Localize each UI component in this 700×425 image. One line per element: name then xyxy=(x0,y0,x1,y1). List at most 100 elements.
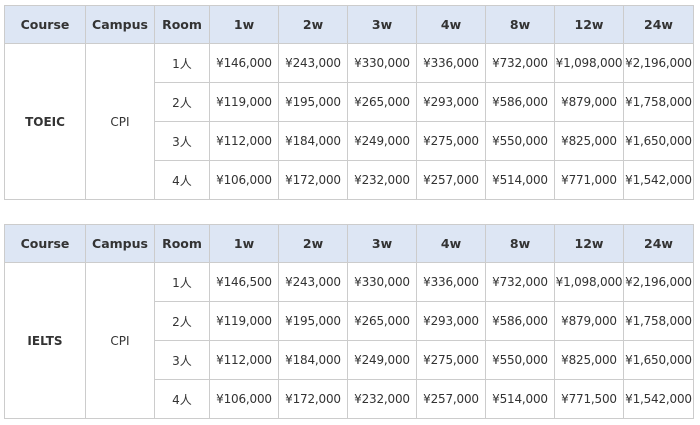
price-cell: ¥330,000 xyxy=(347,43,417,83)
table-row: 2人 ¥119,000 ¥195,000 ¥265,000 ¥293,000 ¥… xyxy=(5,301,694,341)
table-row: 3人 ¥112,000 ¥184,000 ¥249,000 ¥275,000 ¥… xyxy=(5,340,694,380)
room-type: 2人 xyxy=(154,82,210,122)
table-row: 3人 ¥112,000 ¥184,000 ¥249,000 ¥275,000 ¥… xyxy=(5,121,694,161)
header-campus: Campus xyxy=(85,5,155,44)
price-cell: ¥1,650,000 xyxy=(623,340,694,380)
header-2w: 2w xyxy=(278,224,348,263)
header-3w: 3w xyxy=(347,5,417,44)
price-cell: ¥265,000 xyxy=(347,82,417,122)
table-row: TOEIC CPI 1人 ¥146,000 ¥243,000 ¥330,000 … xyxy=(4,43,694,200)
price-cell: ¥119,000 xyxy=(209,82,279,122)
header-24w: 24w xyxy=(623,5,694,44)
table-row: 4人 ¥106,000 ¥172,000 ¥232,000 ¥257,000 ¥… xyxy=(5,379,694,419)
price-cell: ¥732,000 xyxy=(485,262,555,302)
price-cell: ¥2,196,000 xyxy=(623,43,694,83)
price-cell: ¥732,000 xyxy=(485,43,555,83)
price-table-toeic: Course Campus Room 1w 2w 3w 4w 8w 12w 24… xyxy=(4,5,694,200)
header-12w: 12w xyxy=(554,224,624,263)
header-room: Room xyxy=(154,224,210,263)
table-row: 2人 ¥119,000 ¥195,000 ¥265,000 ¥293,000 ¥… xyxy=(5,82,694,122)
price-cell: ¥550,000 xyxy=(485,340,555,380)
price-cell: ¥1,758,000 xyxy=(623,82,694,122)
price-cell: ¥586,000 xyxy=(485,82,555,122)
price-cell: ¥232,000 xyxy=(347,160,417,200)
header-course: Course xyxy=(4,5,86,44)
price-cell: ¥249,000 xyxy=(347,340,417,380)
price-cell: ¥257,000 xyxy=(416,160,486,200)
room-type: 3人 xyxy=(154,340,210,380)
price-cell: ¥825,000 xyxy=(554,340,624,380)
price-cell: ¥1,098,000 xyxy=(554,43,624,83)
price-cell: ¥293,000 xyxy=(416,301,486,341)
header-course: Course xyxy=(4,224,86,263)
header-8w: 8w xyxy=(485,5,555,44)
price-cell: ¥514,000 xyxy=(485,160,555,200)
price-cell: ¥1,542,000 xyxy=(623,160,694,200)
price-cell: ¥586,000 xyxy=(485,301,555,341)
price-table-ielts: Course Campus Room 1w 2w 3w 4w 8w 12w 24… xyxy=(4,224,694,419)
price-cell: ¥330,000 xyxy=(347,262,417,302)
room-type: 1人 xyxy=(154,43,210,83)
price-cell: ¥112,000 xyxy=(209,340,279,380)
price-cell: ¥249,000 xyxy=(347,121,417,161)
price-cell: ¥771,000 xyxy=(554,160,624,200)
price-cell: ¥879,000 xyxy=(554,301,624,341)
room-type: 1人 xyxy=(154,262,210,302)
room-type: 3人 xyxy=(154,121,210,161)
price-cell: ¥172,000 xyxy=(278,160,348,200)
room-type: 4人 xyxy=(154,160,210,200)
room-type: 2人 xyxy=(154,301,210,341)
header-8w: 8w xyxy=(485,224,555,263)
price-cell: ¥243,000 xyxy=(278,262,348,302)
header-3w: 3w xyxy=(347,224,417,263)
price-cell: ¥146,500 xyxy=(209,262,279,302)
price-cell: ¥265,000 xyxy=(347,301,417,341)
header-campus: Campus xyxy=(85,224,155,263)
header-2w: 2w xyxy=(278,5,348,44)
price-cell: ¥514,000 xyxy=(485,379,555,419)
table-row: IELTS CPI 1人 ¥146,500 ¥243,000 ¥330,000 … xyxy=(4,262,694,419)
price-cell: ¥275,000 xyxy=(416,340,486,380)
header-room: Room xyxy=(154,5,210,44)
price-cell: ¥106,000 xyxy=(209,160,279,200)
header-4w: 4w xyxy=(416,5,486,44)
price-cell: ¥172,000 xyxy=(278,379,348,419)
price-cell: ¥771,500 xyxy=(554,379,624,419)
header-4w: 4w xyxy=(416,224,486,263)
price-cell: ¥195,000 xyxy=(278,301,348,341)
price-cell: ¥195,000 xyxy=(278,82,348,122)
price-cell: ¥184,000 xyxy=(278,121,348,161)
price-cell: ¥1,542,000 xyxy=(623,379,694,419)
table-row: 4人 ¥106,000 ¥172,000 ¥232,000 ¥257,000 ¥… xyxy=(5,160,694,200)
price-cell: ¥825,000 xyxy=(554,121,624,161)
header-1w: 1w xyxy=(209,224,279,263)
price-cell: ¥293,000 xyxy=(416,82,486,122)
price-cell: ¥1,650,000 xyxy=(623,121,694,161)
price-cell: ¥336,000 xyxy=(416,43,486,83)
price-cell: ¥275,000 xyxy=(416,121,486,161)
price-cell: ¥336,000 xyxy=(416,262,486,302)
header-24w: 24w xyxy=(623,224,694,263)
price-cell: ¥1,098,000 xyxy=(554,262,624,302)
header-row: Course Campus Room 1w 2w 3w 4w 8w 12w 24… xyxy=(4,224,694,263)
campus-name: CPI xyxy=(85,262,155,419)
price-cell: ¥879,000 xyxy=(554,82,624,122)
header-1w: 1w xyxy=(209,5,279,44)
campus-name: CPI xyxy=(85,43,155,200)
price-cell: ¥550,000 xyxy=(485,121,555,161)
course-name: IELTS xyxy=(4,262,86,419)
price-cell: ¥184,000 xyxy=(278,340,348,380)
price-cell: ¥146,000 xyxy=(209,43,279,83)
price-cell: ¥243,000 xyxy=(278,43,348,83)
price-cell: ¥106,000 xyxy=(209,379,279,419)
price-cell: ¥119,000 xyxy=(209,301,279,341)
price-cell: ¥257,000 xyxy=(416,379,486,419)
price-cell: ¥1,758,000 xyxy=(623,301,694,341)
price-cell: ¥112,000 xyxy=(209,121,279,161)
room-type: 4人 xyxy=(154,379,210,419)
price-cell: ¥2,196,000 xyxy=(623,262,694,302)
price-cell: ¥232,000 xyxy=(347,379,417,419)
course-name: TOEIC xyxy=(4,43,86,200)
header-row: Course Campus Room 1w 2w 3w 4w 8w 12w 24… xyxy=(4,5,694,44)
header-12w: 12w xyxy=(554,5,624,44)
